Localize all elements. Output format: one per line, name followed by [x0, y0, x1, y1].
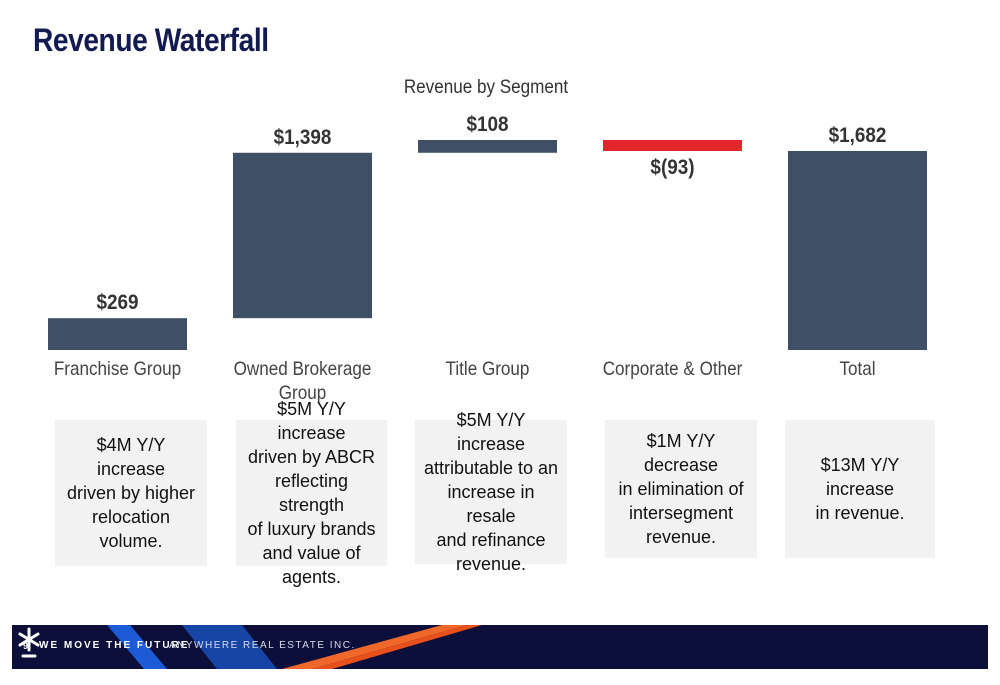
note-corporate-other: $1M Y/Y decrease in elimination of interse…	[605, 420, 757, 558]
note-text: $1M Y/Y decrease in elimination of interse…	[618, 431, 744, 547]
page-number: 9	[23, 641, 29, 651]
asterisk-logo-icon	[18, 627, 40, 658]
footer-stripes-graphic	[107, 625, 482, 669]
category-label-franchise-group: Franchise Group	[54, 358, 181, 379]
category-label-title-group: Title Group	[446, 358, 530, 379]
value-label-total: $1,682	[829, 124, 887, 147]
note-title-group: $5M Y/Y increase attributable to an increa…	[415, 410, 567, 574]
value-label-title-group: $108	[466, 113, 508, 136]
bar-owned-brokerage-group	[233, 152, 372, 319]
category-label-total: Total	[839, 358, 875, 379]
note-owned-brokerage-group: $5M Y/Y increase driven by ABCR reflecting…	[236, 399, 387, 587]
value-label-franchise-group: $269	[96, 291, 138, 314]
category-label-owned-brokerage-group: Owned Brokerage Group	[234, 358, 372, 403]
note-text: $5M Y/Y increase driven by ABCR reflecting…	[247, 399, 376, 587]
waterfall-chart: Revenue by Segment $269 $1,398 $108 $(93) $1…	[48, 76, 927, 403]
value-label-owned-brokerage-group: $1,398	[274, 126, 332, 149]
bar-total	[788, 151, 927, 350]
footer-bar: 9 WE MOVE THE FUTURE ANYWHERE REAL ESTAT…	[12, 625, 988, 669]
category-label-corporate-other: Corporate & Other	[603, 358, 743, 379]
bar-franchise-group	[48, 318, 187, 350]
note-total: $13M Y/Y increase in revenue.	[785, 420, 935, 558]
page-title: Revenue Waterfall	[33, 22, 269, 58]
note-text: $13M Y/Y increase in revenue.	[815, 455, 905, 523]
note-franchise-group: $4M Y/Y increase driven by higher relocati…	[55, 420, 207, 566]
value-label-corporate-other: $(93)	[650, 156, 694, 179]
chart-title: Revenue by Segment	[404, 76, 568, 97]
bar-corporate-other	[603, 140, 742, 152]
note-text: $4M Y/Y increase driven by higher relocati…	[66, 435, 196, 551]
bar-title-group	[418, 140, 557, 153]
footer-company-name: ANYWHERE REAL ESTATE INC.	[169, 640, 356, 651]
note-text: $5M Y/Y increase attributable to an increa…	[423, 410, 559, 574]
footer-tagline: WE MOVE THE FUTURE	[39, 640, 190, 651]
